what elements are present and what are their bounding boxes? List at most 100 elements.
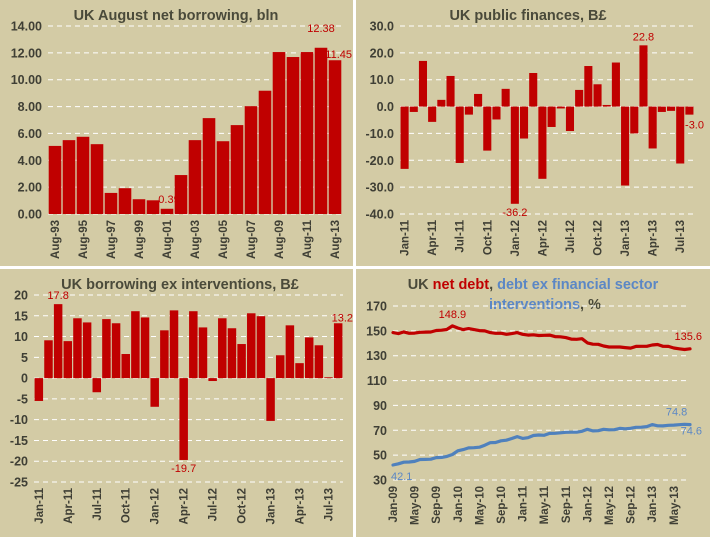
data-label: 0.39 bbox=[158, 194, 179, 206]
bar bbox=[150, 378, 159, 407]
bar bbox=[510, 106, 519, 204]
x-tick-label: Aug-93 bbox=[50, 220, 62, 259]
y-tick-label: 14.00 bbox=[11, 20, 42, 34]
x-tick-label: Oct-11 bbox=[121, 487, 133, 523]
bar bbox=[179, 378, 188, 460]
x-tick-label: Jan-11 bbox=[518, 485, 530, 521]
bar bbox=[676, 106, 685, 164]
y-tick-label: 10.00 bbox=[11, 73, 42, 87]
bar bbox=[118, 188, 132, 214]
x-tick-label: Sep-12 bbox=[626, 486, 638, 524]
chart-public-finances: UK public finances, B£ -40.0 -30.0 -20.0 -10… bbox=[366, 8, 705, 256]
bar bbox=[666, 106, 676, 111]
bar bbox=[428, 106, 437, 122]
bar bbox=[584, 66, 593, 107]
x-tick-label: Jan-12 bbox=[150, 488, 162, 524]
x-tick-label: Aug-13 bbox=[330, 220, 342, 259]
x-tick-label: Jan-13 bbox=[647, 486, 659, 522]
x-tick-label: Aug-01 bbox=[162, 219, 174, 259]
y-tick-label: -20 bbox=[10, 455, 28, 469]
x-tick-label: Jan-11 bbox=[400, 219, 412, 255]
bar bbox=[63, 341, 73, 379]
x-tick-label: May-11 bbox=[539, 485, 551, 524]
chart-title: UK borrowing ex interventions, B£ bbox=[61, 277, 299, 293]
bar bbox=[160, 330, 169, 379]
x-tick-label: Jan-12 bbox=[582, 486, 594, 522]
y-tick-label: 150 bbox=[366, 324, 387, 338]
bar bbox=[464, 106, 473, 115]
bar bbox=[160, 208, 174, 214]
x-tick-label: May-13 bbox=[669, 486, 681, 525]
x-tick-label: Jul-13 bbox=[675, 220, 687, 253]
x-tick-label: Aug-97 bbox=[106, 220, 118, 259]
y-tick-label: 6.00 bbox=[18, 127, 42, 141]
bar bbox=[44, 340, 53, 379]
bar bbox=[131, 311, 140, 379]
x-tick-label: Jan-10 bbox=[453, 486, 465, 522]
bar bbox=[266, 378, 275, 421]
bar bbox=[474, 93, 483, 107]
y-tick-label: 70 bbox=[373, 424, 387, 438]
x-tick-label: Aug-11 bbox=[302, 219, 314, 258]
bar bbox=[630, 106, 639, 134]
bar bbox=[657, 106, 666, 112]
y-tick-label: 50 bbox=[373, 449, 387, 463]
bar bbox=[685, 106, 694, 115]
bar bbox=[446, 75, 455, 107]
bar bbox=[82, 322, 92, 379]
chart-net-debt: UK net debt, debt ex financial sector int… bbox=[366, 277, 702, 525]
data-label: 74.6 bbox=[681, 426, 702, 438]
x-tick-label: Aug-07 bbox=[246, 220, 258, 259]
x-tick-label: Oct-12 bbox=[237, 488, 249, 524]
chart-panel-public-finances: UK public finances, B£ -40.0 -30.0 -20.0 -10… bbox=[356, 0, 710, 266]
bar bbox=[53, 304, 63, 379]
y-tick-label: 170 bbox=[366, 300, 387, 314]
bar bbox=[529, 73, 538, 107]
bar bbox=[400, 106, 409, 169]
title-segment: debt ex financial sector bbox=[497, 277, 659, 293]
title-segment: interventions bbox=[489, 297, 580, 313]
debt-ex-interventions-line bbox=[391, 422, 692, 467]
data-label: 12.38 bbox=[307, 23, 335, 35]
data-label: 42.1 bbox=[391, 471, 412, 483]
y-tick-label: 30.0 bbox=[370, 20, 394, 34]
x-tick-label: Aug-05 bbox=[218, 219, 230, 259]
chart-title: UK August net borrowing, bln bbox=[74, 8, 279, 24]
bar bbox=[602, 104, 611, 107]
x-tick-label: May-12 bbox=[604, 486, 616, 525]
x-tick-label: Jan-09 bbox=[388, 486, 400, 522]
bar bbox=[556, 106, 565, 109]
y-tick-label: 0.0 bbox=[377, 100, 394, 114]
bar bbox=[34, 378, 44, 401]
x-tick-label: Jan-11 bbox=[34, 487, 46, 523]
bar bbox=[198, 327, 208, 379]
x-tick-label: Apr-12 bbox=[537, 220, 549, 256]
chart-panel-august-net-borrowing: UK August net borrowing, bln 0.00 2.00 4.00… bbox=[0, 0, 353, 266]
y-tick-label: 10.0 bbox=[370, 73, 394, 87]
bar bbox=[132, 199, 146, 214]
y-tick-label: 130 bbox=[366, 349, 387, 363]
data-label: -19.7 bbox=[171, 463, 196, 475]
bar bbox=[621, 106, 630, 186]
data-label: 148.9 bbox=[439, 309, 467, 321]
x-tick-label: Aug-99 bbox=[134, 220, 146, 259]
y-tick-label: -40.0 bbox=[366, 208, 395, 222]
y-tick-label: 8.00 bbox=[18, 100, 42, 114]
chart-title: UK net debt, debt ex financial sector bbox=[408, 277, 659, 293]
bar bbox=[62, 140, 76, 214]
x-tick-label: Sep-10 bbox=[496, 486, 508, 524]
bar bbox=[174, 175, 188, 214]
y-tick-label: 10 bbox=[14, 330, 28, 344]
x-tick-label: Jul-12 bbox=[208, 488, 220, 521]
bar bbox=[455, 106, 464, 163]
data-label: -3.0 bbox=[685, 120, 704, 132]
y-tick-label: -15 bbox=[10, 434, 28, 448]
bar bbox=[304, 337, 314, 379]
chart-august-net-borrowing: UK August net borrowing, bln 0.00 2.00 4.00… bbox=[11, 8, 352, 259]
bar bbox=[409, 106, 418, 112]
bar bbox=[230, 125, 244, 214]
data-label: -36.2 bbox=[502, 207, 527, 219]
y-tick-label: 110 bbox=[367, 374, 387, 388]
bar bbox=[90, 144, 104, 214]
bar bbox=[437, 99, 446, 107]
